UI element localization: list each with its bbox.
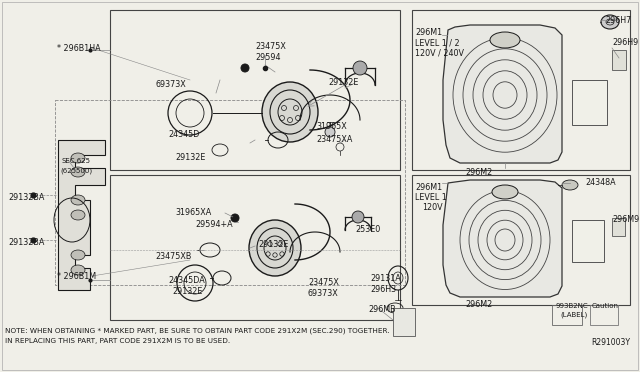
Bar [110, 10, 400, 170]
Text: 69373X: 69373X [155, 80, 186, 89]
Text: 31965X: 31965X [316, 122, 347, 131]
Text: 29131A: 29131A [370, 274, 401, 283]
Ellipse shape [71, 265, 85, 275]
Bar [393, 308, 415, 336]
Bar [572, 220, 604, 262]
Text: 29594+A: 29594+A [195, 220, 232, 229]
Text: 296M1: 296M1 [415, 28, 442, 37]
Bar [612, 50, 626, 70]
Ellipse shape [353, 61, 367, 75]
Text: 24348A: 24348A [585, 178, 616, 187]
Text: 29132E: 29132E [328, 78, 358, 87]
Bar [552, 305, 582, 325]
Text: 69373X: 69373X [308, 289, 339, 298]
Text: 253E0: 253E0 [355, 225, 380, 234]
Text: 23475XB: 23475XB [155, 252, 191, 261]
Text: (LABEL): (LABEL) [560, 312, 588, 318]
Text: 296H9: 296H9 [612, 38, 638, 47]
Text: 23475XA: 23475XA [316, 135, 353, 144]
Ellipse shape [601, 15, 619, 29]
Text: 120V: 120V [422, 203, 443, 212]
Text: IN REPLACING THIS PART, PART CODE 291X2M IS TO BE USED.: IN REPLACING THIS PART, PART CODE 291X2M… [5, 338, 230, 344]
Ellipse shape [231, 214, 239, 222]
Text: 29132E: 29132E [258, 240, 289, 249]
Text: * 296B1HA: * 296B1HA [57, 44, 100, 53]
Text: 296MB: 296MB [368, 305, 396, 314]
Text: 23475X: 23475X [255, 42, 286, 51]
Text: 296M9: 296M9 [612, 215, 639, 224]
Ellipse shape [325, 127, 335, 137]
Bar [412, 10, 630, 170]
Polygon shape [443, 180, 562, 297]
Text: 296H3: 296H3 [370, 285, 396, 294]
Text: 29594: 29594 [255, 53, 280, 62]
Bar [590, 305, 618, 325]
Text: Caution: Caution [592, 303, 619, 309]
Ellipse shape [71, 195, 85, 205]
Ellipse shape [71, 210, 85, 220]
Text: 29132E: 29132E [175, 153, 205, 162]
Ellipse shape [249, 220, 301, 276]
Text: 296H7: 296H7 [605, 16, 631, 25]
Bar [412, 175, 630, 305]
Ellipse shape [241, 64, 249, 72]
Text: 24345D: 24345D [168, 130, 200, 139]
Ellipse shape [352, 211, 364, 223]
Text: 24345DA: 24345DA [168, 276, 205, 285]
Text: SEC.625: SEC.625 [62, 158, 91, 164]
Ellipse shape [71, 153, 85, 163]
Ellipse shape [562, 180, 578, 190]
Text: LEVEL 1 / 2: LEVEL 1 / 2 [415, 38, 460, 47]
Text: 31965XA: 31965XA [175, 208, 211, 217]
Ellipse shape [262, 82, 318, 142]
Text: * 296B1M: * 296B1M [57, 272, 96, 281]
Text: 29132BA: 29132BA [8, 238, 44, 247]
Text: 993B2NC: 993B2NC [555, 303, 588, 309]
Text: LEVEL 1: LEVEL 1 [415, 193, 447, 202]
Text: NOTE: WHEN OBTAINING * MARKED PART, BE SURE TO OBTAIN PART CODE 291X2M (SEC.290): NOTE: WHEN OBTAINING * MARKED PART, BE S… [5, 327, 390, 334]
Bar [572, 80, 607, 125]
Text: R291003Y: R291003Y [591, 338, 630, 347]
Ellipse shape [490, 32, 520, 48]
Ellipse shape [71, 250, 85, 260]
Text: (625500): (625500) [60, 167, 92, 173]
Ellipse shape [71, 167, 85, 177]
Text: 296M2: 296M2 [465, 300, 492, 309]
Ellipse shape [492, 185, 518, 199]
Text: 296M1: 296M1 [415, 183, 442, 192]
Polygon shape [443, 25, 562, 163]
Text: 23475X: 23475X [308, 278, 339, 287]
Polygon shape [58, 140, 105, 290]
Text: 296M2: 296M2 [465, 168, 492, 177]
Bar [110, 175, 400, 320]
Bar [612, 218, 625, 236]
Text: 120V / 240V: 120V / 240V [415, 48, 464, 57]
Text: 29132BA: 29132BA [8, 193, 44, 202]
Bar [55, 100, 405, 285]
Text: 29132E: 29132E [172, 287, 202, 296]
